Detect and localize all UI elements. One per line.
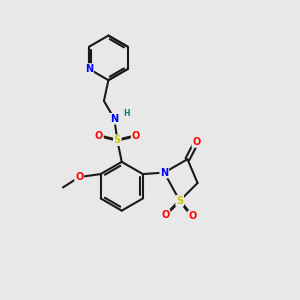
- Text: H: H: [124, 109, 130, 118]
- Text: N: N: [110, 114, 118, 124]
- Text: N: N: [160, 168, 168, 178]
- Text: O: O: [75, 172, 83, 182]
- Text: O: O: [132, 131, 140, 141]
- Text: O: O: [95, 131, 103, 141]
- Text: O: O: [188, 211, 196, 221]
- Text: O: O: [161, 210, 169, 220]
- Text: O: O: [192, 137, 200, 147]
- Text: N: N: [85, 64, 93, 74]
- Text: S: S: [114, 135, 121, 145]
- Text: S: S: [176, 196, 183, 206]
